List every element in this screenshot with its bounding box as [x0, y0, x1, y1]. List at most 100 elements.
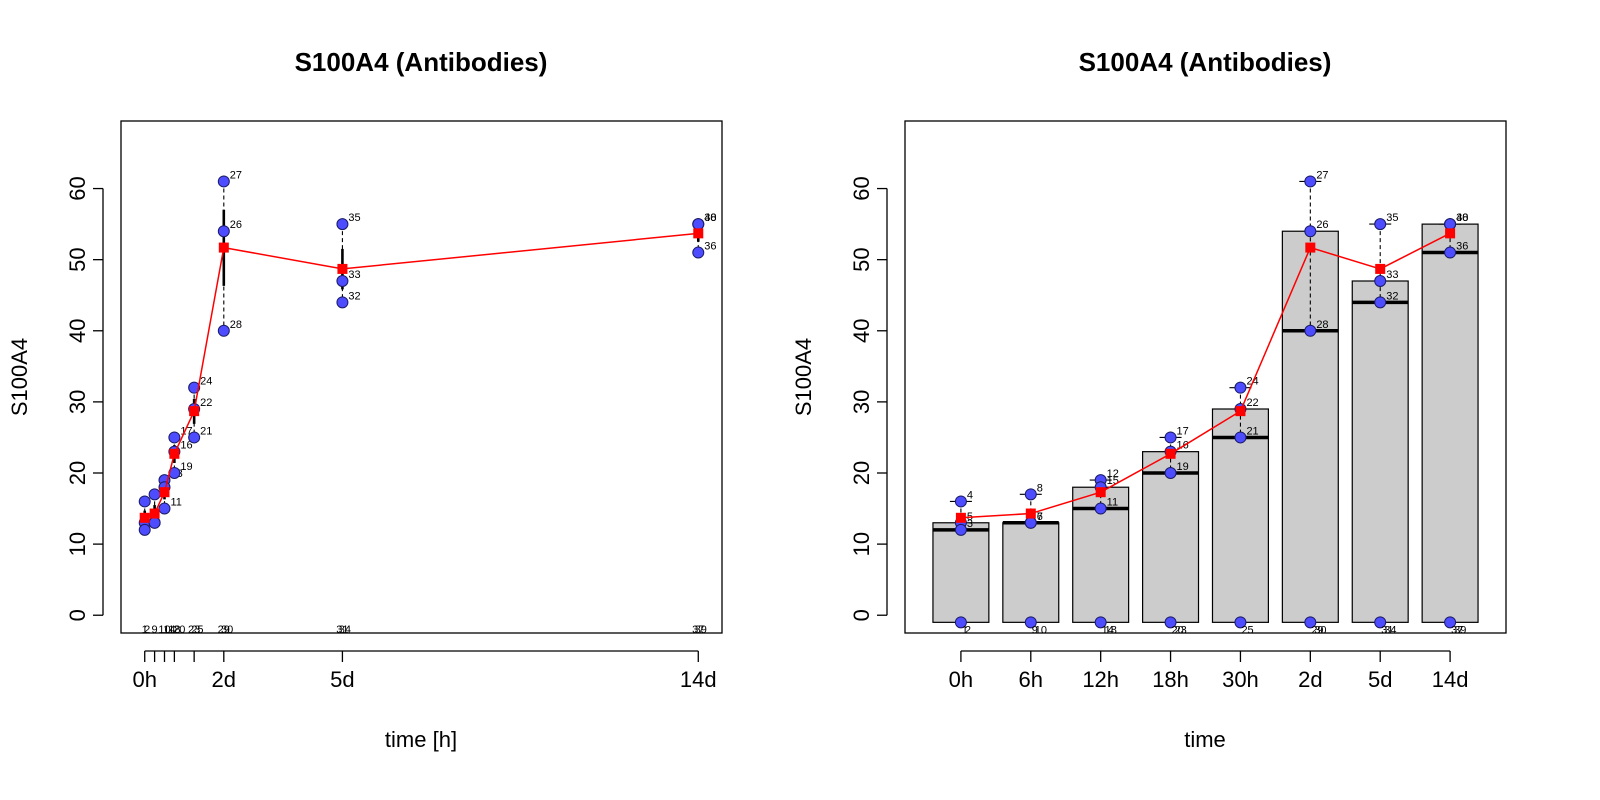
y-tick-label: 0	[65, 609, 90, 621]
data-point	[168, 431, 181, 444]
x-tick-label: 6h	[1019, 667, 1043, 692]
plot-marks: 1311171619242221272628353332384036129101…	[138, 169, 717, 636]
data-point	[1374, 275, 1387, 287]
data-point	[1234, 381, 1247, 394]
bottom-label: 31	[336, 624, 348, 636]
bar	[1421, 223, 1479, 623]
x-tick-label: 30h	[1222, 667, 1259, 692]
mean-line	[960, 232, 1451, 519]
baseline-point-label: 34	[1384, 624, 1396, 636]
bar	[932, 522, 990, 623]
bottom-label: 25	[191, 624, 203, 636]
point-label: 38	[1456, 212, 1468, 224]
baseline-point-label: 23	[1175, 624, 1187, 636]
y-tick-label: 40	[849, 319, 874, 343]
data-point	[1024, 488, 1037, 501]
point-label: 36	[1456, 241, 1468, 253]
bottom-label: 14	[163, 624, 175, 636]
data-point	[138, 523, 151, 536]
data-point	[1024, 516, 1037, 529]
point-label: 28	[1316, 319, 1328, 331]
point-label: 36	[704, 241, 716, 253]
point-label: 27	[1316, 169, 1328, 181]
baseline-point	[1024, 616, 1037, 629]
x-axis-label: time	[1184, 727, 1226, 752]
point-label: 17	[1177, 425, 1189, 437]
chart-title: S100A4 (Antibodies)	[295, 47, 548, 77]
baseline-point-label: 39	[1454, 624, 1466, 636]
bottom-label: 20	[173, 624, 185, 636]
point-label: 32	[1386, 290, 1398, 302]
point-label: 26	[230, 219, 242, 231]
mean-marker	[1445, 228, 1456, 239]
baseline-point	[1164, 616, 1177, 629]
data-point	[692, 218, 705, 231]
point-label: 3	[967, 518, 973, 530]
y-tick-label: 20	[65, 461, 90, 485]
mean-marker	[1235, 406, 1246, 417]
data-point	[1164, 467, 1177, 479]
mean-marker	[1305, 242, 1316, 253]
point-label: 22	[200, 397, 212, 409]
data-point	[1444, 218, 1457, 231]
data-point	[336, 218, 349, 231]
bottom-label: 37	[692, 624, 704, 636]
point-label: 40	[1456, 212, 1468, 224]
bottom-label: 2	[144, 624, 150, 636]
bottom-label: 9	[152, 624, 158, 636]
data-point	[1374, 218, 1387, 231]
x-tick-label: 5d	[330, 667, 354, 692]
baseline-point	[1444, 616, 1457, 629]
mean-line	[144, 232, 699, 519]
mean-marker	[693, 228, 704, 239]
mean-marker	[1165, 448, 1176, 459]
point-label: 8	[1037, 482, 1043, 494]
x-tick-label: 14d	[1432, 667, 1469, 692]
x-tick-label: 0h	[132, 667, 156, 692]
bottom-label: 39	[695, 624, 707, 636]
bottom-label: 18	[168, 624, 180, 636]
mean-marker	[1375, 263, 1386, 274]
bottom-label: 1	[142, 624, 148, 636]
bars	[932, 223, 1479, 623]
point-label: 33	[348, 269, 360, 281]
point-label: 22	[1246, 397, 1258, 409]
data-point	[1304, 175, 1317, 188]
bottom-label: 34	[339, 624, 351, 636]
data-point	[1304, 324, 1317, 337]
x-axis-label: time [h]	[385, 727, 457, 752]
point-label: 32	[348, 290, 360, 302]
bottom-label: 23	[188, 624, 200, 636]
plot-frame	[904, 120, 1507, 634]
bar	[1351, 280, 1409, 623]
data-point	[692, 246, 705, 259]
x-tick-label: 0h	[949, 667, 973, 692]
baseline-point	[954, 616, 967, 629]
data-point	[188, 431, 201, 444]
x-tick-label: 2d	[212, 667, 236, 692]
point-label: 6	[1037, 511, 1043, 523]
y-tick-label: 20	[849, 461, 874, 485]
baseline-point-label: 18	[1105, 624, 1117, 636]
point-label: 26	[1316, 219, 1328, 231]
data-point	[1374, 296, 1387, 309]
data-point	[954, 495, 967, 508]
point-label: 33	[1386, 269, 1398, 281]
x-tick-label: 14d	[680, 667, 717, 692]
plot-frame	[120, 120, 723, 634]
bar	[1211, 408, 1269, 623]
x-tick-label: 18h	[1152, 667, 1189, 692]
y-tick-label: 60	[849, 176, 874, 200]
y-tick-label: 50	[65, 247, 90, 271]
mean-marker	[159, 487, 170, 498]
point-label: 12	[1107, 468, 1119, 480]
mean-marker	[189, 406, 200, 417]
data-point	[138, 495, 151, 508]
panel-bar: S100A4 (Antibodies) time S100A4 45386712…	[791, 47, 1507, 752]
mean-marker	[955, 512, 966, 523]
baseline-point-label: 30	[1314, 624, 1326, 636]
point-label: 7	[1037, 511, 1043, 523]
point-label: 27	[230, 169, 242, 181]
y-tick-label: 30	[849, 390, 874, 414]
